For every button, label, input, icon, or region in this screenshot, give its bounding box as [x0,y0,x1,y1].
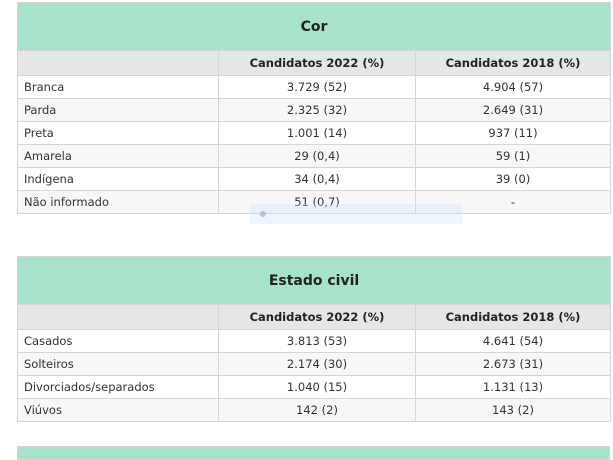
value-2018: 4.641 (54) [414,329,612,353]
value-2022: 34 (0,4) [218,167,416,191]
table-estado-civil-title: Estado civil [16,256,612,305]
next-table-header [17,446,610,460]
row-label: Indígena [17,167,219,191]
header-2022: Candidatos 2022 (%) [218,50,416,76]
row-label: Parda [17,98,219,122]
row-label: Casados [17,329,219,353]
table-row: Viúvos 142 (2) 143 (2) [17,398,612,422]
table-row: Indígena 34 (0,4) 39 (0) [17,167,611,191]
value-2022: 1.001 (14) [218,121,416,145]
value-2018: 937 (11) [415,121,611,145]
value-2018: 143 (2) [414,398,612,422]
value-2022: 3.813 (53) [218,329,416,353]
value-2022: 29 (0,4) [218,144,416,168]
table-row: Divorciados/separados 1.040 (15) 1.131 (… [17,375,612,399]
header-blank [17,50,219,76]
value-2018: 2.673 (31) [414,352,612,376]
row-label: Amarela [17,144,219,168]
table-estado-civil: Estado civil Candidatos 2022 (%) Candida… [16,256,612,422]
row-label: Branca [17,75,219,99]
table-row: Parda 2.325 (32) 2.649 (31) [17,98,611,122]
value-2018: 59 (1) [415,144,611,168]
value-2018: 2.649 (31) [415,98,611,122]
header-2022: Candidatos 2022 (%) [218,304,416,330]
faded-tooltip [250,204,462,224]
table-cor: Cor Candidatos 2022 (%) Candidatos 2018 … [17,2,611,214]
value-2018: - [415,190,611,214]
value-2018: 1.131 (13) [414,375,612,399]
header-blank [17,304,219,330]
table-row: Não informado 51 (0,7) - [17,190,611,214]
header-2018: Candidatos 2018 (%) [414,304,612,330]
value-2022: 142 (2) [218,398,416,422]
table-row: Branca 3.729 (52) 4.904 (57) [17,75,611,99]
value-2018: 39 (0) [415,167,611,191]
value-2022: 2.174 (30) [218,352,416,376]
value-2022: 2.325 (32) [218,98,416,122]
tooltip-dot-icon [260,211,266,217]
table-row: Preta 1.001 (14) 937 (11) [17,121,611,145]
table-cor-title: Cor [17,2,611,51]
table-row: Solteiros 2.174 (30) 2.673 (31) [17,352,612,376]
value-2018: 4.904 (57) [415,75,611,99]
row-label: Viúvos [17,398,219,422]
header-2018: Candidatos 2018 (%) [415,50,611,76]
value-2022: 3.729 (52) [218,75,416,99]
row-label: Preta [17,121,219,145]
row-label: Divorciados/separados [17,375,219,399]
table-row: Amarela 29 (0,4) 59 (1) [17,144,611,168]
row-label: Solteiros [17,352,219,376]
row-label: Não informado [17,190,219,214]
value-2022: 51 (0,7) [218,190,416,214]
table-row: Casados 3.813 (53) 4.641 (54) [17,329,612,353]
value-2022: 1.040 (15) [218,375,416,399]
